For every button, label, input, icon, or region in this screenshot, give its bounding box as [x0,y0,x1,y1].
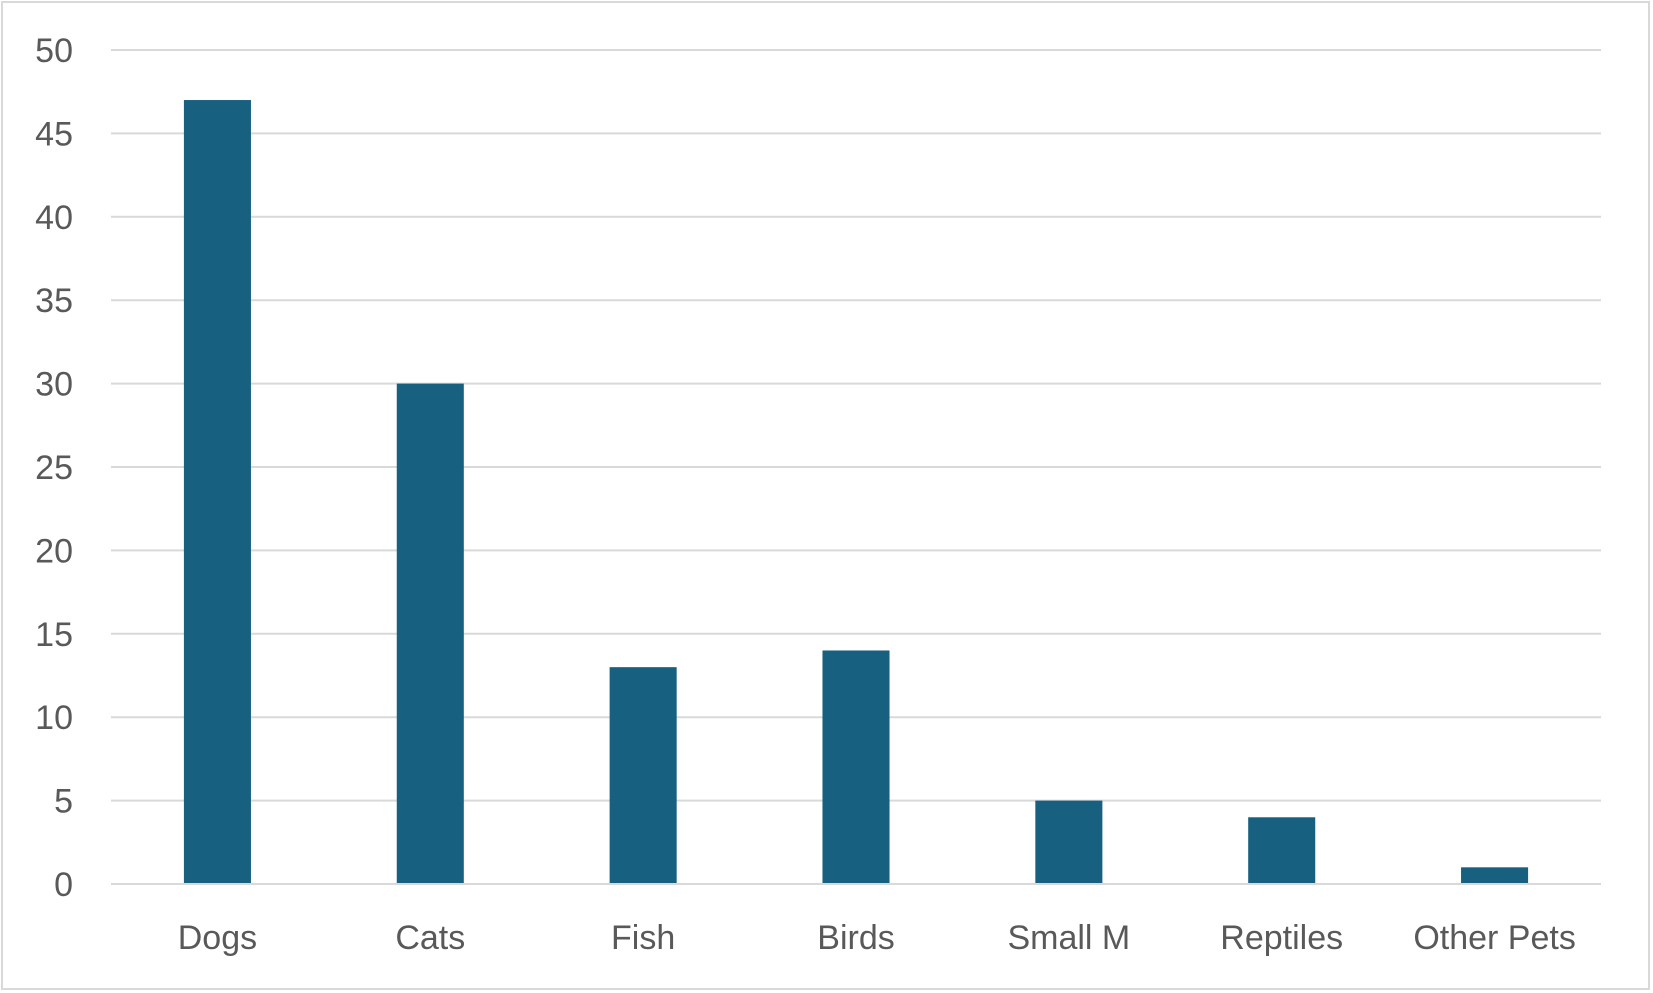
y-tick-label-0: 0 [54,866,73,904]
y-tick-label-10: 10 [35,699,73,737]
bar-cats [396,383,464,884]
bar-small-m [1035,800,1103,884]
x-tick-label-birds: Birds [817,919,894,957]
y-tick-label-5: 5 [54,783,73,821]
x-tick-label-other-pets: Other Pets [1413,919,1576,957]
y-tick-label-45: 45 [35,115,73,153]
bar-birds [822,650,890,884]
x-axis-category-labels: Dogs Cats Fish Birds Small M Reptiles Other Pe… [178,919,1576,957]
y-tick-label-50: 50 [35,32,73,70]
gridlines [111,49,1601,802]
y-tick-label-15: 15 [35,616,73,654]
y-tick-label-35: 35 [35,282,73,320]
bars [183,100,1529,885]
x-tick-label-cats: Cats [395,919,465,957]
x-tick-label-fish: Fish [611,919,675,957]
bar-other-pets [1461,867,1529,884]
x-tick-label-reptiles: Reptiles [1220,919,1343,957]
y-tick-label-30: 30 [35,366,73,404]
bar-reptiles [1248,817,1316,884]
bar-dogs [183,100,251,885]
y-axis-tick-labels: 0 5 10 15 20 25 30 35 40 45 50 [35,32,73,904]
x-tick-label-small-m: Small M [1007,919,1130,957]
x-tick-label-dogs: Dogs [178,919,257,957]
bar-fish [609,667,677,884]
y-tick-label-40: 40 [35,199,73,237]
y-tick-label-20: 20 [35,532,73,570]
y-tick-label-25: 25 [35,449,73,487]
